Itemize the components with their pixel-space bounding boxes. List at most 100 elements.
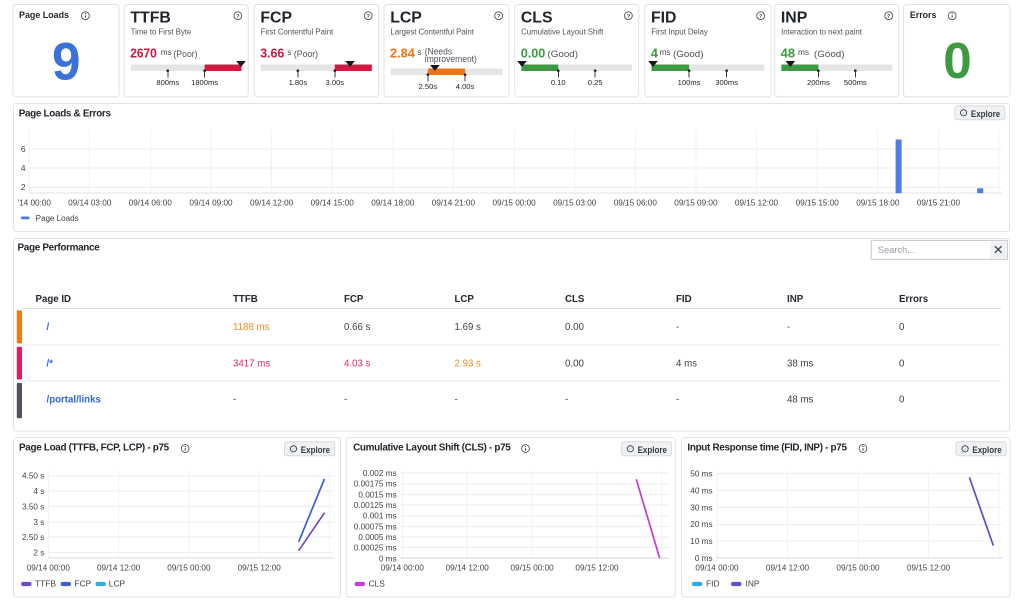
svg-text:INP: INP <box>746 579 760 589</box>
svg-text:2.50s: 2.50s <box>419 82 438 91</box>
svg-text:4.03 s: 4.03 s <box>344 358 371 369</box>
svg-text:09/14 03:00: 09/14 03:00 <box>68 198 112 208</box>
svg-text:Explore: Explore <box>301 445 330 455</box>
svg-text:-: - <box>787 322 790 333</box>
svg-text:0.66 s: 0.66 s <box>344 322 371 333</box>
svg-text:0 ms: 0 ms <box>379 554 397 563</box>
svg-text:0.00: 0.00 <box>565 322 584 333</box>
svg-text:0.0015 ms: 0.0015 ms <box>358 490 396 499</box>
svg-text:0.10: 0.10 <box>551 78 566 87</box>
svg-text:/: / <box>47 322 50 333</box>
svg-text:09/14 15:00: 09/14 15:00 <box>311 198 355 208</box>
svg-text:ms: ms <box>798 47 809 57</box>
svg-text:0.0005 ms: 0.0005 ms <box>358 533 396 542</box>
svg-text:09/14 00:00: 09/14 00:00 <box>27 562 71 572</box>
svg-text:3.66: 3.66 <box>260 46 284 61</box>
svg-text:'14 00:00: '14 00:00 <box>18 198 52 208</box>
svg-text:10 ms: 10 ms <box>690 537 712 546</box>
svg-text:Page Load (TTFB, FCP, LCP) - p: Page Load (TTFB, FCP, LCP) - p75 <box>19 442 170 453</box>
svg-text:?: ? <box>627 14 631 20</box>
svg-text:500ms: 500ms <box>844 78 867 87</box>
svg-text:?: ? <box>366 14 370 20</box>
svg-text:0.00025 ms: 0.00025 ms <box>354 544 397 553</box>
svg-text:-: - <box>676 395 679 406</box>
svg-text:09/14 12:00: 09/14 12:00 <box>250 198 294 208</box>
svg-text:09/15 15:00: 09/15 15:00 <box>796 198 840 208</box>
svg-text:4 ms: 4 ms <box>676 358 697 369</box>
svg-text:2: 2 <box>21 182 26 192</box>
svg-text:38 ms: 38 ms <box>787 358 814 369</box>
svg-text:Time to First Byte: Time to First Byte <box>131 27 192 36</box>
svg-text:?: ? <box>236 14 240 20</box>
svg-text:(Needs: (Needs <box>425 46 453 56</box>
svg-text:09/15 00:00: 09/15 00:00 <box>493 198 537 208</box>
svg-text:0: 0 <box>899 395 905 406</box>
svg-text:(Good): (Good) <box>673 49 704 59</box>
svg-text:0: 0 <box>943 32 972 89</box>
svg-text:1800ms: 1800ms <box>191 78 218 87</box>
svg-text:First Input Delay: First Input Delay <box>651 27 708 36</box>
svg-text:2670: 2670 <box>130 46 157 61</box>
svg-text:48 ms: 48 ms <box>787 395 814 406</box>
svg-text:0.002 ms: 0.002 ms <box>363 469 397 478</box>
svg-text:09/14 09:00: 09/14 09:00 <box>189 198 233 208</box>
svg-text:Search...: Search... <box>878 245 915 255</box>
svg-text:09/15 12:00: 09/15 12:00 <box>575 562 619 572</box>
svg-text:9: 9 <box>52 33 81 92</box>
svg-text:2.93 s: 2.93 s <box>455 358 482 369</box>
svg-text:48: 48 <box>781 46 795 61</box>
svg-text:Errors: Errors <box>899 294 928 305</box>
svg-text:Page Loads: Page Loads <box>19 10 69 20</box>
svg-text:Explore: Explore <box>971 109 1000 119</box>
svg-text:-: - <box>565 395 568 406</box>
svg-text:FID: FID <box>676 294 692 305</box>
svg-text:09/14 18:00: 09/14 18:00 <box>371 198 415 208</box>
svg-text:4.00s: 4.00s <box>456 82 475 91</box>
svg-text:Explore: Explore <box>972 445 1001 455</box>
svg-text:0.25: 0.25 <box>588 78 603 87</box>
svg-text:09/15 00:00: 09/15 00:00 <box>836 562 880 572</box>
svg-text:Errors: Errors <box>910 10 937 20</box>
svg-text:1.80s: 1.80s <box>289 78 308 87</box>
svg-text:09/15 06:00: 09/15 06:00 <box>614 198 658 208</box>
svg-text:FID: FID <box>706 579 720 589</box>
svg-text:09/15 00:00: 09/15 00:00 <box>167 562 211 572</box>
svg-text:6: 6 <box>21 144 26 154</box>
svg-text:0.00: 0.00 <box>521 46 546 61</box>
svg-text:09/14 00:00: 09/14 00:00 <box>381 562 425 572</box>
svg-text:3.50 s: 3.50 s <box>22 502 44 511</box>
svg-text:0.001 ms: 0.001 ms <box>363 512 397 521</box>
svg-text:Page ID: Page ID <box>36 294 72 305</box>
svg-text:4: 4 <box>651 46 659 61</box>
svg-text:09/15 18:00: 09/15 18:00 <box>856 198 900 208</box>
svg-text:09/15 12:00: 09/15 12:00 <box>735 198 779 208</box>
svg-text:Interaction to next paint: Interaction to next paint <box>781 27 863 36</box>
svg-text:09/14 06:00: 09/14 06:00 <box>129 198 173 208</box>
svg-text:First Contentful Paint: First Contentful Paint <box>261 27 334 36</box>
svg-text:0.00175 ms: 0.00175 ms <box>354 480 397 489</box>
svg-text:-: - <box>676 322 679 333</box>
svg-text:LCP: LCP <box>455 294 475 305</box>
svg-text:Cumulative Layout Shift (CLS): Cumulative Layout Shift (CLS) - p75 <box>353 442 511 453</box>
svg-text:CLS: CLS <box>565 294 585 305</box>
svg-text:Cumulative Layout Shift: Cumulative Layout Shift <box>521 27 604 36</box>
svg-text:s: s <box>287 47 291 57</box>
svg-text:improvement): improvement) <box>425 54 477 64</box>
svg-text:(Good): (Good) <box>548 49 579 59</box>
svg-text:1.69 s: 1.69 s <box>455 322 482 333</box>
svg-text:200ms: 200ms <box>807 78 830 87</box>
svg-text:09/14 12:00: 09/14 12:00 <box>97 562 141 572</box>
svg-text:Explore: Explore <box>638 445 667 455</box>
svg-text:CLS: CLS <box>521 9 553 26</box>
svg-text:0.00075 ms: 0.00075 ms <box>354 522 397 531</box>
svg-text:LCP: LCP <box>109 579 126 589</box>
svg-text:Page Loads & Errors: Page Loads & Errors <box>19 108 112 119</box>
svg-text:1188 ms: 1188 ms <box>233 322 270 333</box>
svg-text:?: ? <box>497 14 501 20</box>
svg-text:2.50 s: 2.50 s <box>22 533 44 542</box>
svg-text:09/14 00:00: 09/14 00:00 <box>695 562 739 572</box>
svg-text:s: s <box>417 47 421 57</box>
svg-text:800ms: 800ms <box>156 78 179 87</box>
svg-text:Page Performance: Page Performance <box>18 242 101 253</box>
svg-text:0.00125 ms: 0.00125 ms <box>354 501 397 510</box>
